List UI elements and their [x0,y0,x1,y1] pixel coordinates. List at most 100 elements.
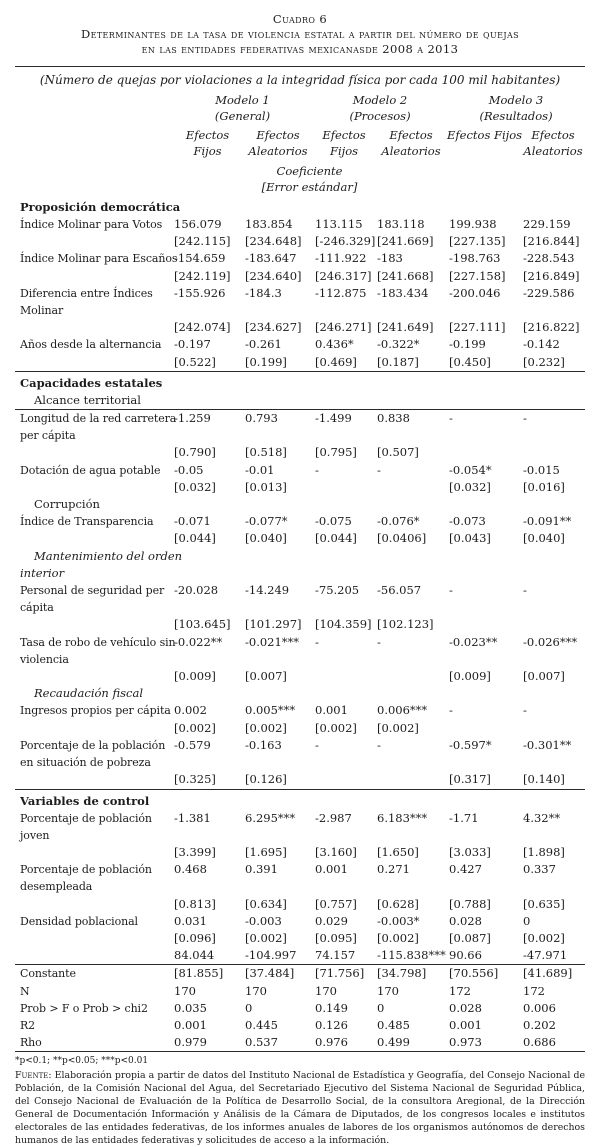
standard-error-cell: [241.668] [377,268,434,283]
empty-header-cell [15,90,172,125]
stat-cell: 172 [523,983,545,998]
coefficient-cell: -229.586 [523,285,575,300]
stat-cell: -47.971 [523,948,568,963]
stat-note-row: Coeficiente [Error estándar] [15,161,585,196]
coefficient-row: Densidad poblacional 0.031 -0.003 0.029 -0.0… [15,913,585,930]
row-label: Densidad poblacional [20,914,138,928]
coefficient-row: Longitud de la red carretera per cápita -… [15,410,585,445]
stat-cell: -115.838*** [377,948,446,963]
stat-cell: 0.445 [245,1017,278,1032]
stat-cell: [41.689] [521,964,586,983]
standard-error-cell: [0.032] [174,479,216,494]
coefficient-cell: 0.793 [245,411,278,426]
coefficient-cell: -1.71 [449,810,479,825]
coefficient-cell: - [377,634,381,649]
coefficient-note: Coeficiente [Error estándar] [261,164,358,194]
regression-table: Modelo 1 (General) Modelo 2 (Procesos) M… [15,90,586,1053]
coefficient-cell: -1.381 [174,810,211,825]
standard-error-row: [0.044] [0.040] [0.044] [0.0406] [0.043] [0.0… [15,530,585,547]
row-label: R2 [20,1018,36,1032]
row-label [15,444,172,461]
standard-error-cell: [3.399] [174,844,216,859]
coefficient-cell: - [377,462,381,477]
standard-error-row: [0.813] [0.634] [0.757] [0.628] [0.788] [0.63… [15,896,585,913]
standard-error-row: [0.522] [0.199] [0.469] [0.187] [0.450] [0.23… [15,354,585,372]
coefficient-cell: 113.115 [315,217,363,231]
coefficient-cell: -0.579 [174,737,211,752]
coefficient-cell: -0.071 [174,514,211,529]
standard-error-cell: [0.095] [315,930,357,945]
standard-error-cell: [0.232] [523,354,565,369]
stat-cell: 0.979 [174,1035,207,1050]
row-label: Tasa de robo de vehículo sin violencia [20,635,176,666]
coefficient-row: Años desde la alternancia -0.197 -0.261 0.4… [15,336,585,353]
coefficient-cell: 183.854 [245,217,293,231]
coefficient-cell: -0.091** [523,514,572,529]
table-body: Proposición democrática Índice Molinar pa… [15,196,586,1052]
standard-error-cell: [242.115] [174,234,231,249]
subsection-row: Alcance territorial [15,391,586,411]
coefficient-cell: -0.054* [449,462,492,477]
coefficient-cell: -56.057 [377,583,422,598]
stat-row: 84.044 -104.997 74.157 -115.838*** 90.66 -47.… [15,947,585,965]
standard-error-row: [0.325] [0.126] [0.317] [0.140] [15,771,585,789]
stat-row: Constante [81.855] [37.484] [71.756] [34.798… [15,964,586,983]
row-label: Constante [15,964,172,983]
model-header-row: Modelo 1 (General) Modelo 2 (Procesos) M… [15,90,585,125]
source-label: Fuente: [15,1070,52,1082]
standard-error-cell: [0.522] [174,354,216,369]
row-label [15,268,172,285]
coefficient-cell: 6.183*** [377,810,428,825]
stat-cell: [71.756] [313,964,375,983]
section-label: Proposición democrática [20,200,181,214]
row-label [15,479,172,496]
stat-cell: 0.686 [523,1035,556,1050]
top-rule [15,66,585,67]
standard-error-cell: [227.111] [449,320,506,335]
coefficient-cell: - [377,737,381,752]
standard-error-cell: [0.002] [245,930,287,945]
standard-error-row: [0.032] [0.013] [0.032] [0.016] [15,479,585,496]
stat-cell: [81.855] [172,964,243,983]
stat-cell: 0.126 [315,1017,348,1032]
standard-error-cell: [101.297] [245,617,302,632]
stat-cell: 0.028 [449,1000,482,1015]
table-header: Modelo 1 (General) Modelo 2 (Procesos) M… [15,90,585,196]
coefficient-cell: 0.436* [315,337,354,352]
standard-error-cell: [0.628] [377,896,419,911]
stat-cell: 0.001 [174,1017,207,1032]
coefficient-cell: 0.031 [174,913,207,928]
stat-cell: 0.006 [523,1000,556,1015]
coefficient-row: Porcentaje de población desempleada 0.468… [15,861,585,895]
coefficient-row: Porcentaje de población joven -1.381 6.295… [15,810,585,844]
standard-error-cell: [0.813] [174,896,216,911]
stat-cell: -104.997 [245,948,297,963]
coefficient-cell: -0.142 [523,337,560,352]
standard-error-cell: [0.040] [523,531,565,546]
effects-header-m2-random: Efectos Aleatorios [381,128,441,158]
coefficient-row: Personal de seguridad per cápita -20.028 -… [15,582,585,616]
coefficient-cell: -0.322* [377,337,420,352]
coefficient-cell: -2.987 [315,810,352,825]
section-row: Proposición democrática [15,196,585,216]
coefficient-cell: - [523,583,527,598]
coefficient-cell: 0.337 [523,862,556,877]
table-subtitle: (Número de quejas por violaciones a la i… [39,73,561,87]
stat-cell: 170 [315,983,337,998]
coefficient-cell: -112.875 [315,285,367,300]
row-label: Longitud de la red carretera per cápita [20,412,177,443]
row-label [15,896,172,913]
coefficient-cell: -198.763 [449,251,501,266]
row-label [15,720,172,737]
coefficient-cell: 0.028 [449,913,482,928]
table-footer: *p<0.1; **p<0.05; ***p<0.01 Fuente: Elab… [15,1055,585,1147]
coefficient-row: Índice de Transparencia -0.071 -0.077* -0.0… [15,513,585,530]
standard-error-cell: [0.007] [245,669,287,684]
coefficient-row: Diferencia entre Índices Molinar -155.926… [15,285,585,319]
standard-error-cell: [227.158] [449,268,506,283]
standard-error-cell: [0.016] [523,479,565,494]
coefficient-cell: -0.199 [449,337,486,352]
coefficient-cell: 199.938 [449,217,497,231]
coefficient-cell: -20.028 [174,583,219,598]
coefficient-cell: -0.022** [174,634,223,649]
